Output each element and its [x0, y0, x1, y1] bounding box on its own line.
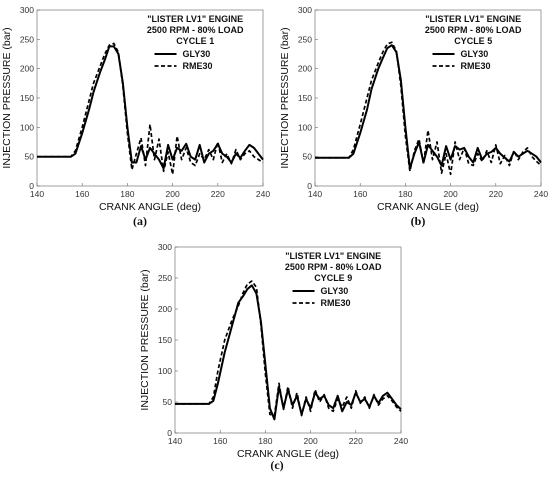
series-line-gly30	[315, 44, 542, 170]
y-tick-label: 150	[20, 93, 34, 103]
y-tick-label: 0	[307, 181, 312, 191]
y-axis-label: INJECTION PRESSURE (bar)	[139, 269, 151, 410]
x-tick-label: 220	[349, 436, 363, 446]
chart-title-line-3: CYCLE 1	[176, 36, 214, 46]
chart-title-line-3: CYCLE 9	[314, 273, 352, 283]
chart-panel-2: 0 50 100 150 200 250 300 140 160 180 200 220 240 CRAN…	[279, 5, 548, 228]
legend-label-rme30: RME30	[461, 61, 491, 71]
y-tick-label: 100	[158, 366, 172, 376]
legend-label-rme30: RME30	[321, 298, 351, 308]
series-line-gly30	[37, 45, 264, 170]
y-axis-label: INJECTION PRESSURE (bar)	[279, 27, 291, 168]
x-tick-label: 240	[256, 189, 270, 199]
x-tick-label: 180	[398, 189, 412, 199]
series-line-rme30	[315, 41, 542, 176]
y-tick-label: 0	[29, 181, 34, 191]
legend-label-gly30: GLY30	[321, 286, 349, 296]
y-tick-label: 250	[20, 34, 34, 44]
x-tick-label: 240	[394, 436, 408, 446]
y-tick-label: 250	[158, 273, 172, 283]
panel-caption: (a)	[133, 214, 147, 228]
x-axis-label: CRANK ANGLE (deg)	[99, 201, 201, 213]
chart-title-line-1: "LISTER LV1" ENGINE	[147, 14, 243, 24]
legend-label-rme30: RME30	[183, 61, 213, 71]
chart-title-line-2: 2500 RPM - 80% LOAD	[147, 25, 244, 35]
chart-title-line-2: 2500 RPM - 80% LOAD	[285, 262, 382, 272]
x-tick-label: 160	[353, 189, 367, 199]
y-tick-label: 200	[298, 64, 312, 74]
y-tick-label: 100	[20, 122, 34, 132]
series-line-rme30	[37, 42, 264, 176]
x-tick-label: 140	[30, 189, 44, 199]
x-tick-label: 140	[168, 436, 182, 446]
chart-title-line-1: "LISTER LV1" ENGINE	[425, 14, 521, 24]
y-tick-label: 150	[158, 335, 172, 345]
x-axis-label: CRANK ANGLE (deg)	[237, 448, 339, 460]
y-tick-label: 300	[158, 242, 172, 252]
y-tick-label: 150	[298, 93, 312, 103]
x-tick-label: 240	[534, 189, 548, 199]
y-tick-label: 300	[298, 5, 312, 15]
y-tick-label: 250	[298, 34, 312, 44]
x-tick-label: 160	[213, 436, 227, 446]
series-line-rme30	[175, 280, 402, 417]
series-line-gly30	[175, 284, 402, 421]
chart-panel-1: 0 50 100 150 200 250 300 140 160 180 200 220 240 CRAN…	[1, 5, 270, 228]
panel-caption: (b)	[411, 214, 426, 228]
y-tick-label: 0	[167, 428, 172, 438]
legend-label-gly30: GLY30	[183, 49, 211, 59]
plot-frame	[174, 246, 402, 434]
y-axis-label: INJECTION PRESSURE (bar)	[1, 27, 13, 168]
panel-caption: (c)	[270, 458, 283, 472]
y-tick-label: 200	[20, 64, 34, 74]
y-tick-label: 50	[25, 152, 35, 162]
x-axis-label: CRANK ANGLE (deg)	[377, 201, 479, 213]
x-tick-label: 160	[75, 189, 89, 199]
x-tick-label: 200	[166, 189, 180, 199]
x-tick-label: 180	[258, 436, 272, 446]
y-tick-label: 50	[303, 152, 313, 162]
x-tick-label: 200	[304, 436, 318, 446]
y-tick-label: 200	[158, 304, 172, 314]
x-tick-label: 220	[489, 189, 503, 199]
legend-label-gly30: GLY30	[461, 49, 489, 59]
chart-title-line-2: 2500 RPM - 80% LOAD	[425, 25, 522, 35]
x-tick-label: 220	[211, 189, 225, 199]
y-tick-label: 300	[20, 5, 34, 15]
x-tick-label: 140	[308, 189, 322, 199]
chart-panel-3: 0 50 100 150 200 250 300 140 160 180 200 220 240 CRAN…	[139, 242, 408, 472]
y-tick-label: 50	[163, 397, 173, 407]
x-tick-label: 200	[444, 189, 458, 199]
x-tick-label: 180	[120, 189, 134, 199]
y-tick-label: 100	[298, 122, 312, 132]
chart-title-line-1: "LISTER LV1" ENGINE	[285, 251, 381, 261]
chart-title-line-3: CYCLE 5	[454, 36, 492, 46]
